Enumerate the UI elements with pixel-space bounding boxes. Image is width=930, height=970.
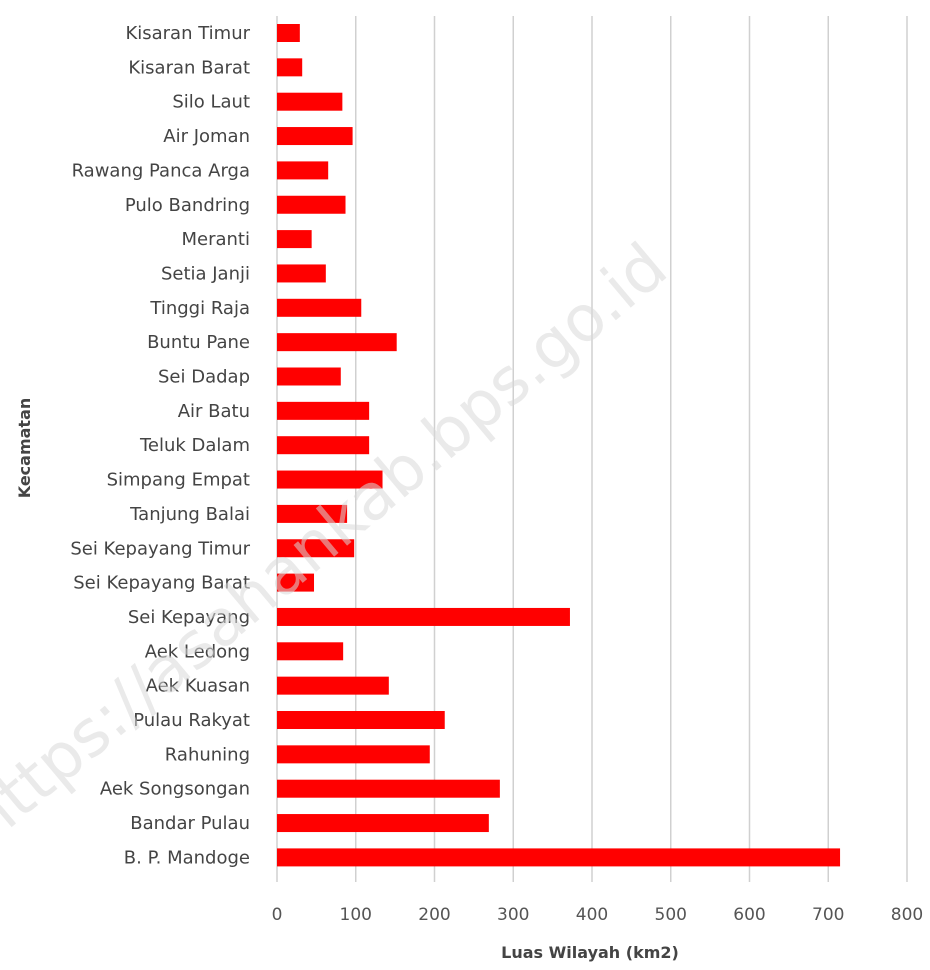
bar [277,779,500,798]
category-label: Meranti [181,229,250,250]
bar [277,745,430,764]
bar [277,195,346,214]
category-label: B. P. Mandoge [124,847,250,868]
bar [277,436,370,455]
category-label: Sei Kepayang Timur [70,538,250,559]
category-label: Sei Kepayang Barat [73,573,250,594]
bar [277,642,344,661]
category-label: Sei Dadap [158,367,250,388]
bar [277,607,570,626]
category-label: Teluk Dalam [139,435,250,456]
category-label: Rahuning [165,744,250,765]
category-label: Air Joman [163,126,250,147]
bar [277,230,312,249]
x-tick-label: 300 [497,905,529,925]
x-tick-label: 100 [340,905,372,925]
bar [277,264,326,283]
category-label: Air Batu [178,401,250,422]
bars [277,24,841,867]
gridlines [276,16,908,882]
category-label: Bandar Pulau [130,813,250,834]
x-tick-label: 600 [733,905,765,925]
category-label: Simpang Empat [107,470,250,491]
x-tick-label: 500 [655,905,687,925]
category-label: Kisaran Timur [125,23,250,44]
x-tick-label: 200 [418,905,450,925]
category-label: Tanjung Balai [129,504,250,525]
x-axis-title: Luas Wilayah (km2) [501,943,679,962]
bar [277,24,300,42]
bar [277,161,329,180]
category-label: Kisaran Barat [128,57,250,78]
bar [277,711,445,729]
category-label: Tinggi Raja [149,298,250,319]
category-label: Pulau Rakyat [133,710,250,731]
category-label: Sei Kepayang [128,607,250,628]
category-labels: Kisaran Timur Kisaran Barat Silo Laut Air J… [70,23,250,868]
bar [277,814,489,833]
bar [277,58,303,77]
bar [277,401,370,420]
y-axis-title: Kecamatan [15,398,34,499]
bar [277,470,383,489]
bar [277,676,389,695]
x-tick-label: 700 [812,905,844,925]
bar [277,848,841,867]
x-tick-label: 400 [576,905,608,925]
category-label: Aek Songsongan [100,779,250,800]
category-label: Pulo Bandring [125,195,250,216]
bar [277,92,343,111]
category-label: Silo Laut [172,92,250,113]
bar [277,573,315,592]
category-label: Rawang Panca Arga [72,160,250,181]
x-tick-label: 0 [272,905,283,925]
x-tick-labels: 0 100 200 300 400 500 600 700 800 [272,905,924,925]
x-tick-label: 800 [891,905,923,925]
category-label: Buntu Pane [147,332,250,353]
bar [277,539,355,558]
bar [277,298,362,317]
bar [277,127,353,146]
category-label: Aek Ledong [145,641,250,662]
bar [277,504,348,523]
category-label: Aek Kuasan [146,676,250,697]
bar [277,367,341,386]
category-label: Setia Janji [161,263,250,284]
bar [277,333,397,352]
